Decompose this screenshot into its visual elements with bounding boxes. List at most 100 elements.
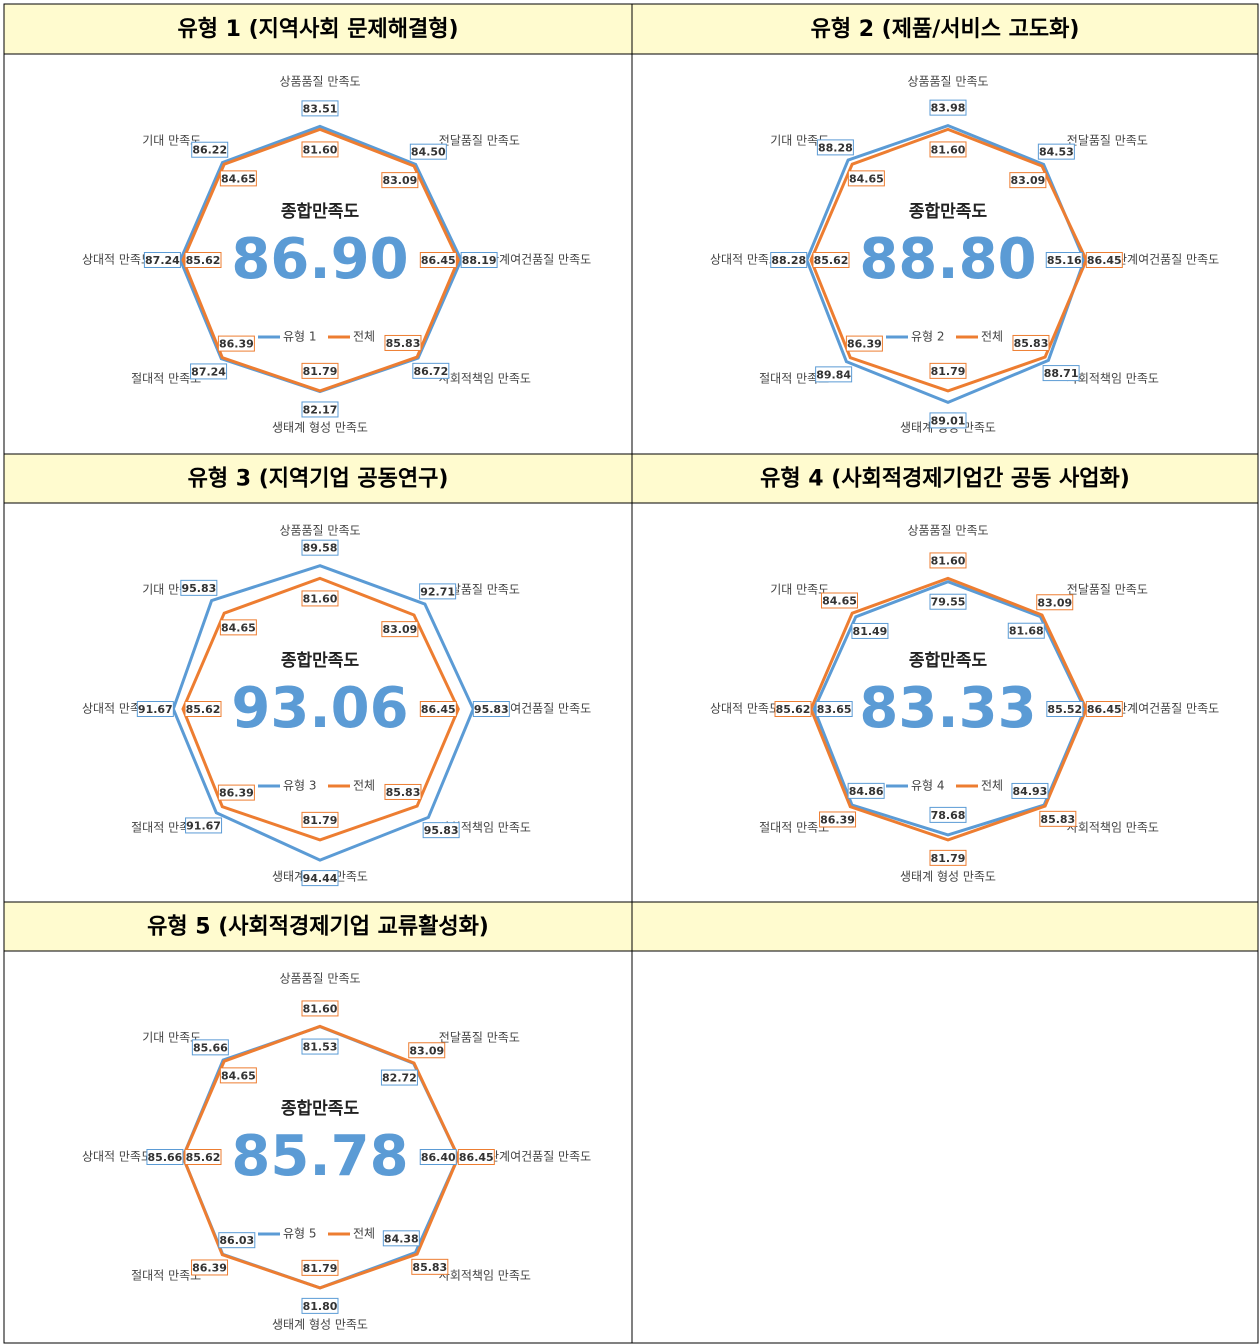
value-label-box <box>136 701 174 717</box>
category-label: 상대적 만족도 <box>710 702 780 716</box>
value-label: 95.83 <box>181 582 216 595</box>
category-label: 기대 만족도 <box>770 583 829 597</box>
value-label: 82.72 <box>382 1072 417 1085</box>
value-label-box <box>301 362 339 379</box>
value-label-box <box>929 593 967 610</box>
value-label: 85.52 <box>1047 703 1082 716</box>
value-label: 83.65 <box>817 703 852 716</box>
value-label-box <box>847 782 885 799</box>
value-label: 86.45 <box>1087 703 1122 716</box>
chart-cell <box>631 53 1259 455</box>
value-label-box <box>384 783 422 800</box>
value-label-box <box>301 100 339 117</box>
category-label: 관계여건품질 만족도 <box>488 1150 591 1164</box>
value-label: 84.50 <box>411 146 446 159</box>
value-label-box <box>847 170 885 187</box>
category-label: 생태계 형성 만족도 <box>272 1318 368 1332</box>
value-label-box <box>301 539 339 556</box>
value-label-box <box>851 622 889 639</box>
value-label-box <box>1039 810 1077 827</box>
value-label-box <box>382 1230 420 1247</box>
category-label: 관계여건품질 만족도 <box>1116 702 1219 716</box>
category-label: 상대적 만족도 <box>82 253 152 267</box>
value-label: 85.83 <box>386 786 421 799</box>
value-label: 81.79 <box>303 1262 338 1275</box>
value-label-box <box>472 701 510 717</box>
value-label-box <box>301 590 339 607</box>
value-label-box <box>419 583 457 600</box>
category-label: 기대 만족도 <box>142 1031 201 1045</box>
value-label-box <box>1037 143 1075 160</box>
value-label: 85.62 <box>186 254 221 267</box>
value-label-box <box>1036 594 1074 611</box>
category-label: 전달품질 만족도 <box>439 134 520 148</box>
value-label: 91.67 <box>186 819 221 832</box>
category-label: 사회적책임 만족도 <box>1067 819 1159 834</box>
series-line <box>812 580 1087 837</box>
chart-cell <box>631 950 1259 1344</box>
value-label-box <box>301 1297 339 1314</box>
chart-cell <box>3 502 633 903</box>
series-line <box>181 576 460 842</box>
value-label-box <box>1009 172 1047 189</box>
value-label-box <box>457 1149 495 1165</box>
value-label-box <box>180 579 218 596</box>
value-label-box <box>1085 252 1123 268</box>
value-label-box <box>409 143 447 160</box>
value-label: 81.60 <box>931 143 966 156</box>
value-label: 85.62 <box>186 703 221 716</box>
series-line <box>809 127 1088 393</box>
value-label: 88.71 <box>1044 367 1079 380</box>
category-label: 절대적 만족도 <box>131 371 201 385</box>
value-label-box <box>301 870 339 887</box>
value-label: 86.39 <box>847 338 882 351</box>
value-label: 86.45 <box>459 1151 494 1164</box>
value-label-box <box>143 252 181 268</box>
overall-value: 83.33 <box>859 676 1036 741</box>
value-label-box <box>184 701 222 717</box>
series-line <box>171 564 475 862</box>
category-label: 절대적 만족도 <box>759 820 829 834</box>
center-label: 종합만족도 <box>281 650 360 671</box>
category-label: 상품품질 만족도 <box>907 75 988 89</box>
value-label-box <box>184 1149 222 1165</box>
value-label-box <box>929 99 967 116</box>
chart-title: 유형 1 (지역사회 문제해결형) <box>177 17 458 42</box>
category-label: 전달품질 만족도 <box>439 583 520 597</box>
value-label: 86.40 <box>421 1151 456 1164</box>
value-label-box <box>381 621 419 638</box>
value-label-box <box>422 822 460 839</box>
value-label-box <box>301 401 339 418</box>
value-label-box <box>218 1232 256 1249</box>
legend-label: 전체 <box>353 330 375 344</box>
header-cell <box>631 901 1259 952</box>
overall-value: 85.78 <box>231 1124 408 1189</box>
value-label-box <box>217 335 255 352</box>
value-label-box <box>301 1259 339 1276</box>
value-label-box <box>929 412 967 429</box>
value-label: 86.03 <box>219 1234 254 1247</box>
legend-label: 전체 <box>353 1227 375 1241</box>
category-label: 생태계 형성 만족도 <box>272 421 368 435</box>
value-label-box <box>411 1258 449 1275</box>
chart-title: 유형 3 (지역기업 공동연구) <box>188 467 449 492</box>
category-label: 상품품질 만족도 <box>279 75 360 89</box>
value-label-box <box>929 849 967 866</box>
value-label-box <box>217 784 255 801</box>
value-label: 87.24 <box>145 254 180 267</box>
value-label: 83.98 <box>931 102 966 115</box>
value-label-box <box>1012 334 1050 351</box>
value-label-box <box>1046 701 1084 717</box>
header-cell <box>631 3 1259 55</box>
category-label: 절대적 만족도 <box>759 371 829 385</box>
category-label: 전달품질 만족도 <box>1067 583 1148 597</box>
value-label: 81.60 <box>931 554 966 567</box>
value-label: 85.83 <box>412 1261 447 1274</box>
category-label: 전달품질 만족도 <box>1067 134 1148 148</box>
value-label-box <box>381 172 419 189</box>
value-label: 84.93 <box>1013 785 1048 798</box>
value-label: 84.38 <box>384 1232 419 1245</box>
value-label-box <box>929 552 967 569</box>
value-label: 85.66 <box>148 1151 183 1164</box>
